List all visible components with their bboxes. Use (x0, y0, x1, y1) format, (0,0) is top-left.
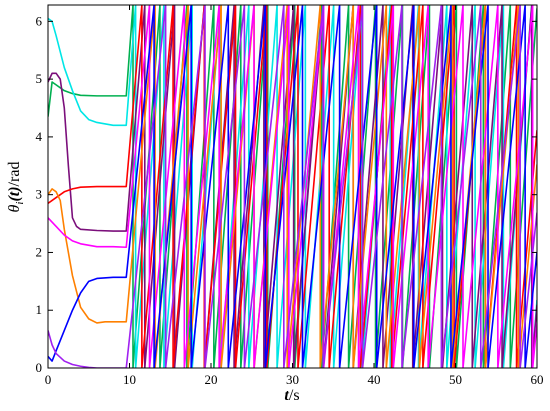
y-tick-label: 5 (36, 71, 43, 86)
y-tick-label: 6 (36, 13, 43, 28)
x-tick-label: 20 (205, 372, 218, 387)
x-axis-label: t/s (284, 387, 299, 404)
series-line-2 (48, 5, 537, 368)
series-line-5 (48, 5, 537, 368)
x-axis-sep: / (289, 387, 294, 404)
x-tick-label: 30 (286, 372, 299, 387)
series-layer (48, 5, 537, 368)
x-tick-label: 40 (368, 372, 381, 387)
y-axis-var: θ (6, 204, 23, 212)
x-axis-unit: s (293, 387, 299, 404)
series-line-8 (48, 5, 537, 368)
x-tick-label: 50 (449, 372, 462, 387)
y-tick-label: 2 (36, 244, 43, 259)
y-axis-unit: rad (6, 162, 23, 182)
x-tick-label: 60 (531, 372, 544, 387)
y-axis-sub: i (14, 202, 26, 205)
x-axis-var: t (284, 387, 289, 404)
series-line-7 (48, 5, 537, 368)
y-tick-label: 3 (36, 187, 43, 202)
series-line-4 (48, 5, 537, 368)
x-tick-label: 0 (45, 372, 52, 387)
y-tick-label: 4 (36, 129, 43, 144)
x-tick-label: 10 (123, 372, 136, 387)
y-axis-arg: (t) (6, 186, 23, 201)
ticks-layer: 0 10 20 30 40 50 60 0 1 2 3 4 5 6 (36, 5, 544, 387)
y-axis-sep: / (6, 181, 23, 186)
y-tick-label: 0 (36, 360, 43, 375)
y-tick-label: 1 (36, 302, 43, 317)
y-axis-label: θi(t)/rad (6, 162, 26, 213)
